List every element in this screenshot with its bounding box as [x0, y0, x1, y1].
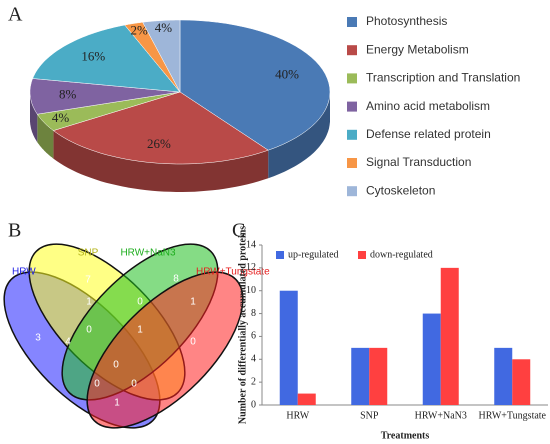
x-axis-label: Treatments — [381, 430, 430, 441]
slice — [124, 22, 181, 93]
bar — [494, 347, 513, 405]
region-count: 0 — [190, 337, 196, 348]
legend-swatch — [347, 101, 357, 112]
panel-label: A — [8, 4, 23, 26]
legend-label: Photosynthesis — [366, 14, 447, 28]
region-count: 8 — [173, 274, 179, 285]
legend-swatch — [347, 17, 357, 27]
y-axis-label: Number of differentially accumulated pro… — [237, 226, 248, 424]
value-label: 16% — [81, 49, 105, 64]
slice — [32, 24, 181, 93]
region-count: 1 — [137, 325, 143, 336]
slice-side — [53, 130, 269, 192]
set-label: SNP — [78, 248, 99, 259]
region-count: 7 — [85, 275, 91, 286]
region-count: 1 — [86, 297, 92, 308]
slice — [29, 78, 181, 115]
slice — [179, 19, 331, 151]
legend-label: Amino acid metabolism — [366, 99, 490, 113]
bar — [440, 267, 459, 405]
x-tick-label: HRW — [286, 410, 309, 421]
panel-label: B — [8, 220, 21, 242]
region-count: 1 — [114, 398, 120, 409]
legend-label: Transcription and Translation — [366, 71, 520, 85]
bar — [512, 359, 531, 405]
slice-side — [37, 114, 54, 159]
region-count: 0 — [113, 360, 119, 371]
bar — [351, 347, 370, 405]
y-tick-label: 4 — [251, 354, 256, 365]
y-tick-label: 14 — [246, 239, 256, 250]
slice-side — [268, 92, 330, 179]
region-count: 3 — [35, 333, 41, 344]
legend-label: down-regulated — [370, 249, 433, 260]
legend-swatch — [276, 251, 284, 259]
value-label: 4% — [52, 110, 70, 125]
value-label: 8% — [59, 86, 77, 101]
legend-swatch — [347, 73, 357, 84]
y-tick-label: 12 — [246, 262, 256, 273]
bar — [279, 290, 298, 405]
legend-label: Cytoskeleton — [366, 183, 435, 197]
region-count: 4 — [65, 337, 71, 348]
slice — [142, 19, 181, 93]
region-count: 1 — [190, 297, 196, 308]
set-label: HRW — [12, 267, 36, 278]
region-count: 6 — [242, 333, 248, 344]
x-tick-label: HRW+Tungstate — [479, 410, 547, 421]
region-count: 0 — [131, 379, 137, 390]
legend-swatch — [358, 251, 366, 259]
x-tick-label: HRW+NaN3 — [415, 410, 467, 421]
region-count: 0 — [86, 325, 92, 336]
legend-swatch — [347, 129, 357, 140]
bar — [297, 393, 316, 405]
set-label: HRW+Tungstate — [196, 267, 270, 278]
y-tick-label: 0 — [251, 399, 256, 410]
slice — [52, 91, 269, 165]
region-count: 0 — [94, 379, 100, 390]
bar — [422, 313, 441, 405]
value-label: 40% — [275, 66, 299, 81]
legend-swatch — [347, 158, 357, 168]
legend-label: up-regulated — [288, 249, 339, 260]
panel-label: C — [232, 220, 245, 242]
region-count: 0 — [137, 297, 143, 308]
value-label: 26% — [147, 136, 171, 151]
set-ellipse — [86, 271, 244, 429]
legend-label: Signal Transduction — [366, 155, 471, 169]
set-label: HRW+NaN3 — [120, 248, 176, 259]
legend-swatch — [347, 45, 357, 56]
bar — [369, 347, 388, 405]
y-tick-label: 10 — [246, 285, 256, 296]
legend-label: Energy Metabolism — [366, 42, 469, 56]
y-tick-label: 2 — [251, 376, 256, 387]
slice-side — [30, 92, 38, 143]
slice — [36, 91, 181, 131]
x-tick-label: SNP — [360, 410, 379, 421]
legend-label: Defense related protein — [366, 127, 491, 141]
value-label: 4% — [155, 20, 173, 35]
value-label: 2% — [131, 23, 149, 38]
y-tick-label: 8 — [251, 308, 256, 319]
y-tick-label: 6 — [251, 331, 256, 342]
legend-swatch — [347, 186, 357, 197]
